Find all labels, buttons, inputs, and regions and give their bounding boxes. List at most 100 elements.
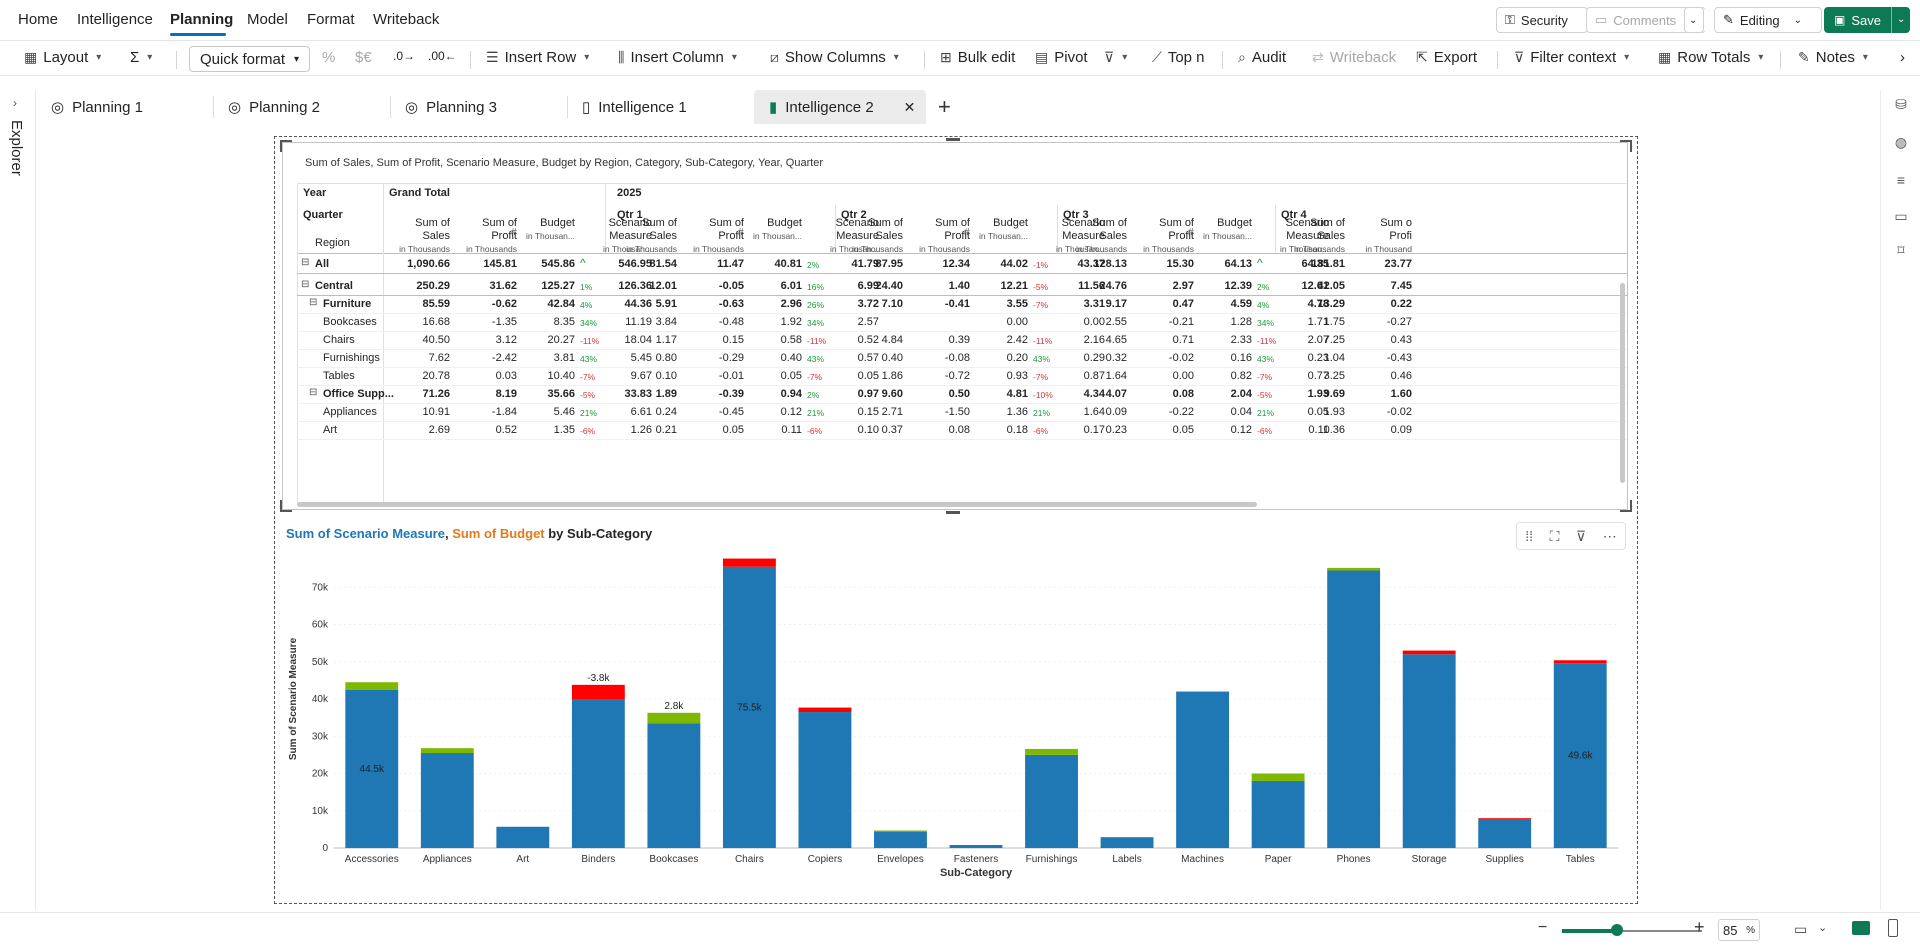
increase-decimal-button[interactable]: .0→: [393, 49, 415, 63]
table-cell[interactable]: 11.56: [1078, 280, 1105, 292]
measure-header[interactable]: Sum of Profit in Thousands: [914, 217, 970, 256]
export-button[interactable]: ⇱ Export: [1416, 49, 1478, 66]
table-cell[interactable]: 0.52: [495, 424, 517, 436]
table-cell[interactable]: 0.82: [1230, 370, 1252, 382]
table-cell[interactable]: 125.27: [541, 280, 575, 292]
table-cell[interactable]: 7.25: [1323, 334, 1345, 346]
table-cell[interactable]: 0.04: [1230, 406, 1252, 418]
tab-planning-2[interactable]: ◎ Planning 2: [228, 98, 320, 117]
table-cell[interactable]: -0.39: [718, 388, 744, 400]
table-cell[interactable]: 40.81: [774, 258, 802, 270]
table-cell[interactable]: 1.75: [1323, 316, 1345, 328]
table-cell[interactable]: -0.05: [718, 280, 744, 292]
table-cell[interactable]: 1.86: [881, 370, 903, 382]
table-cell[interactable]: 12.39: [1224, 280, 1252, 292]
database-icon[interactable]: ⛁: [1895, 96, 1907, 112]
explorer-panel[interactable]: › Explorer: [0, 90, 36, 910]
desktop-view-icon[interactable]: [1852, 921, 1870, 935]
table-cell[interactable]: 6.61: [630, 406, 652, 418]
table-cell[interactable]: 0.21: [655, 424, 677, 436]
table-cell[interactable]: 2.69: [428, 424, 450, 436]
table-cell[interactable]: -0.48: [718, 316, 744, 328]
table-cell[interactable]: 16.68: [422, 316, 450, 328]
table-cell[interactable]: 0.80: [655, 352, 677, 364]
comment-icon[interactable]: ▭: [1894, 208, 1908, 224]
table-cell[interactable]: 0.08: [1172, 388, 1194, 400]
zoom-out-icon[interactable]: −: [1538, 919, 1548, 936]
table-cell[interactable]: 2.04: [1230, 388, 1252, 400]
writeback-button[interactable]: ⇄ Writeback: [1312, 49, 1397, 66]
table-cell[interactable]: 12.61: [1301, 280, 1329, 292]
table-cell[interactable]: 0.15: [857, 406, 879, 418]
pivot-button[interactable]: ▤ Pivot: [1035, 49, 1088, 66]
tab-intelligence-2[interactable]: ▮ Intelligence 2 ✕: [754, 90, 926, 124]
grid-icon[interactable]: ⁞⁞: [1525, 528, 1534, 544]
percent-button[interactable]: %: [322, 49, 336, 66]
security-button[interactable]: ⚿ Security: [1496, 7, 1588, 33]
table-cell[interactable]: 0.15: [722, 334, 744, 346]
table-cell[interactable]: 1.93: [1307, 388, 1329, 400]
table-cell[interactable]: 0.50: [948, 388, 970, 400]
menu-writeback[interactable]: Writeback: [373, 11, 440, 28]
table-cell[interactable]: 1.64: [1083, 406, 1105, 418]
table-cell[interactable]: -0.63: [718, 298, 744, 310]
table-cell[interactable]: 1.36: [1006, 406, 1028, 418]
table-cell[interactable]: 20.78: [422, 370, 450, 382]
table-cell[interactable]: 1.26: [630, 424, 652, 436]
table-cell[interactable]: 0.03: [495, 370, 517, 382]
table-cell[interactable]: 3.84: [655, 316, 677, 328]
table-cell[interactable]: 0.52: [857, 334, 879, 346]
table-cell[interactable]: 2.57: [857, 316, 879, 328]
table-cell[interactable]: -0.02: [1386, 406, 1412, 418]
tab-intelligence-1[interactable]: ▯ Intelligence 1: [582, 98, 687, 117]
table-cell[interactable]: 0.10: [655, 370, 677, 382]
table-cell[interactable]: 1.64: [1105, 370, 1127, 382]
table-cell[interactable]: 0.46: [1390, 370, 1412, 382]
currency-button[interactable]: $€: [355, 49, 372, 66]
table-cell[interactable]: 0.05: [857, 370, 879, 382]
table-cell[interactable]: 13.29: [1317, 298, 1345, 310]
table-cell[interactable]: -1.84: [491, 406, 517, 418]
tab-planning-3[interactable]: ◎ Planning 3: [405, 98, 497, 117]
quick-format-select[interactable]: Quick format ▾: [189, 46, 310, 72]
table-cell[interactable]: 0.11: [781, 424, 802, 436]
measure-header[interactable]: Sum of Profit in Thousands: [688, 217, 744, 256]
table-cell[interactable]: 0.94: [780, 388, 802, 400]
table-cell[interactable]: 2.42: [1006, 334, 1028, 346]
table-cell[interactable]: -0.08: [944, 352, 970, 364]
layout-button[interactable]: ▦ Layout ▾: [24, 49, 102, 66]
row-label[interactable]: Central: [315, 280, 353, 292]
table-cell[interactable]: 1.40: [948, 280, 970, 292]
table-cell[interactable]: 3.72: [857, 298, 879, 310]
table-cell[interactable]: 0.37: [881, 424, 903, 436]
measure-header[interactable]: Sum o Profi in Thousand: [1356, 217, 1412, 256]
table-cell[interactable]: 4.34: [1083, 388, 1105, 400]
table-cell[interactable]: 42.84: [547, 298, 575, 310]
table-cell[interactable]: 9.17: [1105, 298, 1127, 310]
table-cell[interactable]: 35.66: [547, 388, 575, 400]
table-cell[interactable]: 5.46: [553, 406, 575, 418]
measure-header[interactable]: Scenario Measure in Thousan...: [1273, 217, 1329, 256]
row-label[interactable]: Office Supp...: [323, 388, 394, 400]
table-cell[interactable]: 0.00: [1006, 316, 1028, 328]
table-cell[interactable]: 81.54: [649, 258, 677, 270]
table-cell[interactable]: 0.24: [655, 406, 677, 418]
row-totals-button[interactable]: ▦ Row Totals ▾: [1658, 49, 1764, 66]
table-cell[interactable]: 9.60: [881, 388, 903, 400]
table-cell[interactable]: 41.79: [851, 258, 879, 270]
table-cell[interactable]: 0.12: [780, 406, 802, 418]
table-cell[interactable]: 5.91: [655, 298, 677, 310]
table-cell[interactable]: 0.05: [1172, 424, 1194, 436]
table-cell[interactable]: 8.19: [495, 388, 517, 400]
toolbar-overflow-button[interactable]: ›: [1900, 49, 1905, 66]
table-cell[interactable]: 4.81: [1006, 388, 1028, 400]
menu-format[interactable]: Format: [307, 11, 355, 28]
table-cell[interactable]: -0.43: [1386, 352, 1412, 364]
table-cell[interactable]: 15.30: [1166, 258, 1194, 270]
menu-intelligence[interactable]: Intelligence: [77, 11, 153, 28]
add-tab-icon[interactable]: +: [938, 94, 951, 119]
collapse-toggle-icon[interactable]: ⊟: [309, 297, 318, 308]
table-cell[interactable]: 1.89: [655, 388, 677, 400]
zoom-slider-thumb[interactable]: [1611, 924, 1623, 936]
table-cell[interactable]: 9.69: [1323, 388, 1345, 400]
